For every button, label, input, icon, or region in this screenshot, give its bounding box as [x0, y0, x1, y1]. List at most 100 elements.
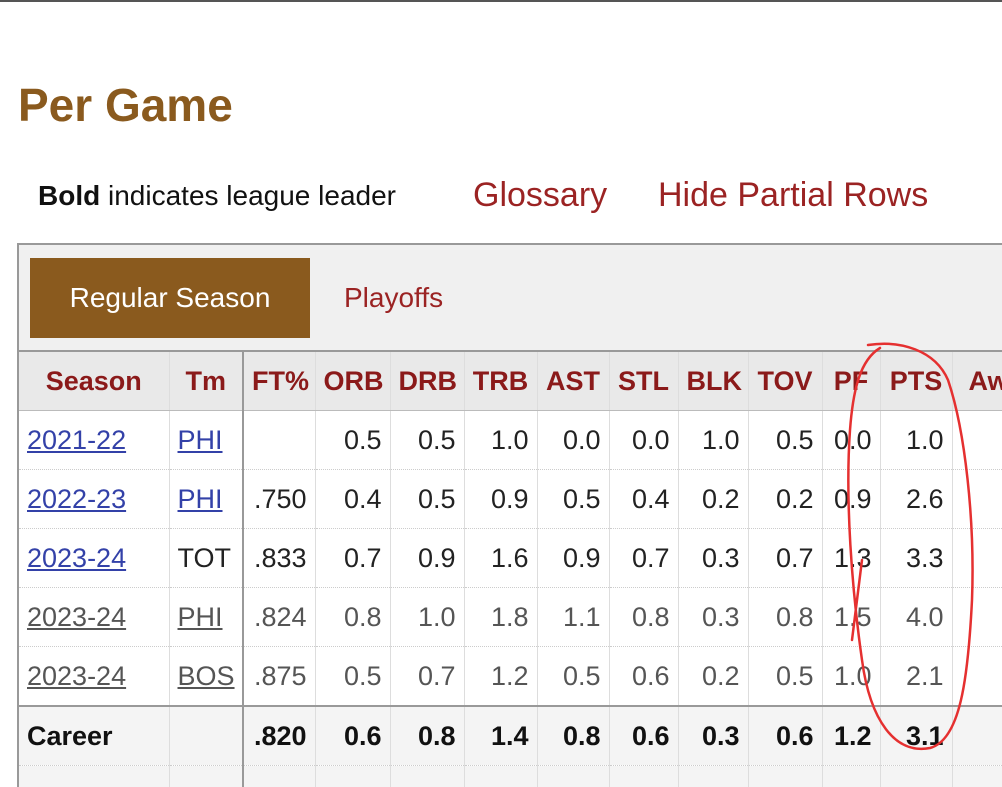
stat-cell: 0.6 [609, 647, 678, 707]
column-header[interactable]: Awards [952, 351, 1002, 411]
season-cell: Career [19, 706, 169, 766]
note-text: indicates league leader [108, 180, 396, 211]
stat-cell: 0.6 [748, 706, 822, 766]
stat-cell: 0.0 [822, 411, 880, 470]
stat-cell: 0.7 [609, 529, 678, 588]
stat-cell: 0.8 [748, 588, 822, 647]
stat-cell: 1.0 [464, 411, 537, 470]
stat-cell: 0.7 [748, 529, 822, 588]
stat-cell: 2.1 [880, 647, 952, 707]
stat-cell: 2.6 [880, 470, 952, 529]
stat-cell: 0.2 [678, 647, 748, 707]
stat-cell: 0.9 [822, 470, 880, 529]
season-cell[interactable]: 2023-24 [19, 588, 169, 647]
empty-cell [748, 766, 822, 787]
stat-cell: 0.7 [315, 529, 390, 588]
stat-cell: 0.5 [537, 647, 609, 707]
note-bold: Bold [38, 180, 100, 211]
stat-cell: 0.8 [609, 588, 678, 647]
season-cell[interactable]: 2022-23 [19, 470, 169, 529]
stat-cell: 0.5 [537, 470, 609, 529]
stat-cell: 1.4 [464, 706, 537, 766]
hide-partial-link[interactable]: Hide Partial Rows [658, 176, 928, 215]
column-header[interactable]: Tm [169, 351, 243, 411]
column-header[interactable]: PF [822, 351, 880, 411]
team-cell[interactable]: PHI [169, 470, 243, 529]
stat-cell: 0.8 [390, 706, 464, 766]
tab-bar: Regular Season Playoffs [19, 245, 1002, 350]
column-header[interactable]: ORB [315, 351, 390, 411]
stat-cell [952, 470, 1002, 529]
empty-cell [390, 766, 464, 787]
empty-cell [19, 766, 169, 787]
season-cell[interactable]: 2023-24 [19, 529, 169, 588]
tab[interactable]: Playoffs [344, 258, 443, 338]
team-cell[interactable]: PHI [169, 411, 243, 470]
column-header[interactable]: Season [19, 351, 169, 411]
stat-cell: 0.9 [390, 529, 464, 588]
stat-cell: 1.2 [822, 706, 880, 766]
column-header[interactable]: TRB [464, 351, 537, 411]
stat-cell: 0.6 [609, 706, 678, 766]
stat-cell: .820 [243, 706, 315, 766]
header-row: SeasonTmFT%ORBDRBTRBASTSTLBLKTOVPFPTSAwa… [19, 351, 1002, 411]
stat-cell: 0.5 [390, 470, 464, 529]
season-cell[interactable]: 2023-24 [19, 647, 169, 707]
stat-cell: 0.5 [390, 411, 464, 470]
stat-cell: 0.4 [315, 470, 390, 529]
column-header[interactable]: FT% [243, 351, 315, 411]
season-cell[interactable]: 2021-22 [19, 411, 169, 470]
stat-cell: 1.3 [822, 529, 880, 588]
glossary-link[interactable]: Glossary [473, 176, 607, 215]
section-title: Per Game [18, 78, 233, 132]
team-cell[interactable]: BOS [169, 647, 243, 707]
stat-cell: 0.3 [678, 588, 748, 647]
stat-cell: 0.8 [537, 706, 609, 766]
stat-cell: 0.0 [537, 411, 609, 470]
stat-cell: .824 [243, 588, 315, 647]
stat-cell: 1.2 [464, 647, 537, 707]
stat-cell: 0.5 [748, 411, 822, 470]
empty-cell [822, 766, 880, 787]
stat-cell: .875 [243, 647, 315, 707]
stat-cell: 3.1 [880, 706, 952, 766]
stat-cell: 0.8 [315, 588, 390, 647]
stat-cell: .750 [243, 470, 315, 529]
stat-cell: 0.2 [678, 470, 748, 529]
team-cell[interactable]: PHI [169, 588, 243, 647]
stat-cell: 0.3 [678, 529, 748, 588]
stat-cell: 0.9 [537, 529, 609, 588]
tab-active[interactable]: Regular Season [30, 258, 310, 338]
top-border [0, 0, 1002, 2]
stat-cell [952, 411, 1002, 470]
empty-cell [537, 766, 609, 787]
stat-cell: 0.0 [609, 411, 678, 470]
empty-cell [880, 766, 952, 787]
empty-cell [169, 766, 243, 787]
column-header[interactable]: DRB [390, 351, 464, 411]
column-header[interactable]: STL [609, 351, 678, 411]
team-cell [169, 706, 243, 766]
empty-cell [609, 766, 678, 787]
column-header[interactable]: PTS [880, 351, 952, 411]
stat-cell: 0.9 [464, 470, 537, 529]
column-header[interactable]: BLK [678, 351, 748, 411]
column-header[interactable]: AST [537, 351, 609, 411]
stats-table: SeasonTmFT%ORBDRBTRBASTSTLBLKTOVPFPTSAwa… [19, 350, 1002, 787]
column-header[interactable]: TOV [748, 351, 822, 411]
stat-cell: 0.3 [678, 706, 748, 766]
stat-cell: 3.3 [880, 529, 952, 588]
stat-cell: .833 [243, 529, 315, 588]
stat-cell: 1.5 [822, 588, 880, 647]
empty-cell [243, 766, 315, 787]
stat-cell [952, 529, 1002, 588]
legend-note: Bold indicates league leader [38, 180, 396, 212]
stat-cell [952, 706, 1002, 766]
stat-cell: 1.1 [537, 588, 609, 647]
stat-cell: 0.5 [315, 647, 390, 707]
